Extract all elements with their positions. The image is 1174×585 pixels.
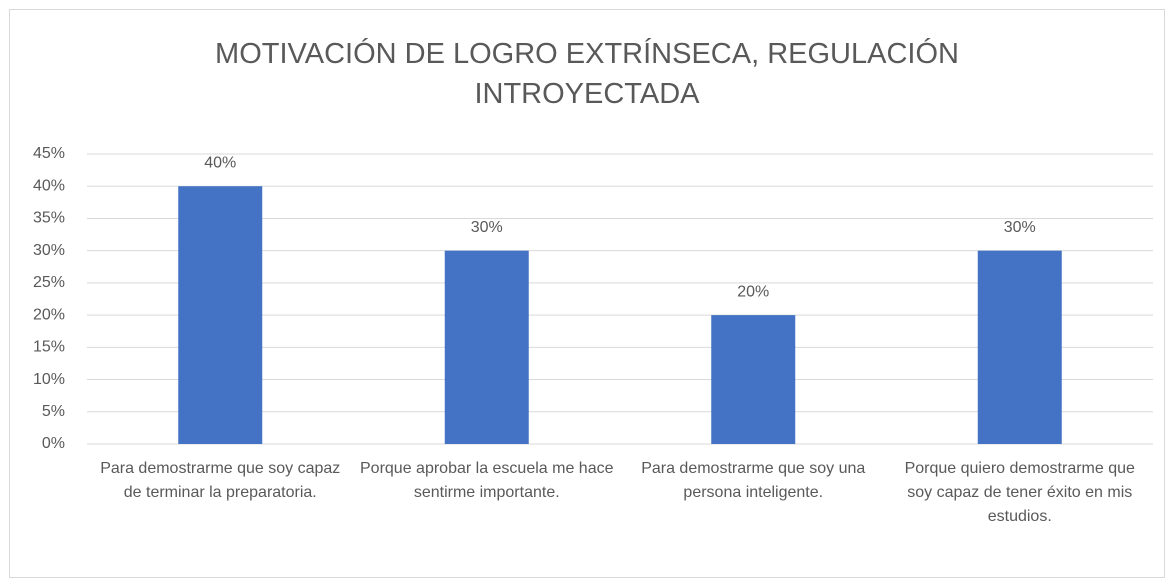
data-label: 20% — [737, 283, 769, 300]
data-label: 30% — [1004, 219, 1036, 236]
y-tick-label: 5% — [42, 403, 65, 420]
chart-title: MOTIVACIÓN DE LOGRO EXTRÍNSECA, REGULACI… — [215, 38, 959, 110]
y-tick-label: 45% — [33, 145, 65, 162]
data-label: 40% — [204, 154, 236, 171]
bar — [977, 250, 1062, 444]
x-tick-label: Para demostrarme que soy una persona int… — [641, 460, 866, 501]
y-tick-label: 40% — [33, 177, 65, 194]
y-tick-label: 15% — [33, 339, 65, 356]
bar — [178, 186, 263, 444]
bar — [444, 250, 529, 444]
y-tick-label: 25% — [33, 274, 65, 291]
x-tick-label: Para demostrarme que soy capaz de termin… — [100, 460, 341, 501]
bar — [711, 315, 796, 444]
y-tick-label: 30% — [33, 242, 65, 259]
y-tick-label: 0% — [42, 435, 65, 452]
x-tick-label: Porque quiero demostrarme que soy capaz … — [904, 460, 1135, 525]
x-tick-label: Porque aprobar la escuela me hace sentir… — [360, 460, 614, 501]
y-tick-label: 35% — [33, 210, 65, 227]
y-tick-label: 20% — [33, 306, 65, 323]
y-tick-label: 10% — [33, 371, 65, 388]
data-label: 30% — [471, 219, 503, 236]
